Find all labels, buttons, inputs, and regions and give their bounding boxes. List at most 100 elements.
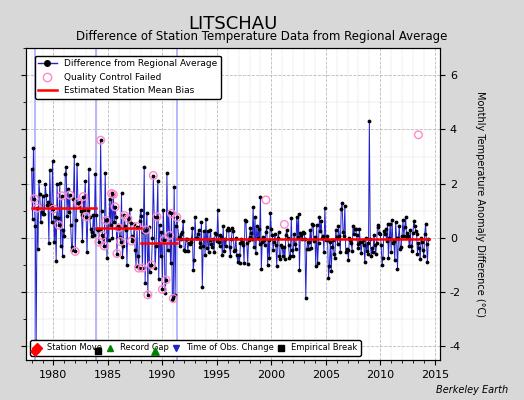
Point bbox=[271, 231, 279, 237]
Point bbox=[238, 238, 246, 245]
Point bbox=[370, 232, 378, 238]
Point bbox=[145, 224, 153, 230]
Point bbox=[373, 222, 381, 228]
Point bbox=[305, 238, 314, 245]
Point bbox=[99, 232, 107, 238]
Point bbox=[251, 214, 259, 220]
Point bbox=[418, 239, 426, 246]
Point bbox=[410, 222, 419, 229]
Point bbox=[212, 231, 220, 237]
Point bbox=[68, 244, 76, 251]
Point bbox=[286, 253, 294, 259]
Point bbox=[37, 209, 46, 215]
Point bbox=[147, 262, 156, 268]
Point bbox=[58, 252, 67, 259]
Point bbox=[218, 252, 226, 259]
Point bbox=[203, 228, 212, 234]
Point bbox=[300, 229, 308, 236]
Point bbox=[353, 232, 361, 238]
Point bbox=[400, 233, 408, 239]
Point bbox=[255, 226, 263, 232]
Point bbox=[231, 247, 239, 253]
Point bbox=[224, 226, 233, 233]
Point bbox=[292, 246, 300, 253]
Point bbox=[143, 210, 151, 216]
Y-axis label: Monthly Temperature Anomaly Difference (°C): Monthly Temperature Anomaly Difference (… bbox=[475, 91, 485, 317]
Point bbox=[109, 191, 117, 198]
Point bbox=[349, 223, 357, 230]
Point bbox=[193, 231, 202, 237]
Point bbox=[352, 226, 360, 232]
Point bbox=[241, 217, 249, 224]
Point bbox=[350, 230, 358, 237]
Point bbox=[210, 249, 219, 255]
Point bbox=[260, 237, 268, 243]
Point bbox=[150, 347, 159, 354]
Point bbox=[302, 294, 310, 301]
Point bbox=[158, 286, 167, 293]
Point bbox=[77, 208, 85, 214]
Point bbox=[115, 225, 123, 231]
Point bbox=[47, 201, 55, 208]
Point bbox=[185, 241, 194, 247]
Point bbox=[96, 137, 105, 144]
Point bbox=[291, 240, 299, 247]
Point bbox=[114, 222, 122, 228]
Point bbox=[190, 256, 199, 263]
Point bbox=[81, 177, 90, 184]
Point bbox=[244, 260, 252, 267]
Point bbox=[315, 214, 324, 221]
Point bbox=[199, 243, 208, 249]
Point bbox=[92, 211, 100, 218]
Point bbox=[156, 252, 165, 259]
Point bbox=[94, 347, 102, 354]
Point bbox=[372, 251, 380, 258]
Point bbox=[367, 253, 375, 260]
Point bbox=[405, 243, 413, 250]
Point bbox=[326, 239, 334, 246]
Point bbox=[30, 196, 39, 202]
Point bbox=[124, 215, 132, 222]
Point bbox=[312, 222, 321, 228]
Point bbox=[338, 200, 346, 206]
Point bbox=[257, 266, 266, 272]
Point bbox=[163, 247, 172, 253]
Point bbox=[285, 242, 293, 248]
Point bbox=[96, 137, 105, 144]
Point bbox=[136, 218, 144, 224]
Legend: Station Move, Record Gap, Time of Obs. Change, Empirical Break: Station Move, Record Gap, Time of Obs. C… bbox=[30, 340, 361, 356]
Point bbox=[44, 198, 52, 205]
Point bbox=[124, 215, 132, 222]
Point bbox=[401, 214, 410, 220]
Point bbox=[348, 248, 356, 254]
Point bbox=[183, 236, 191, 242]
Point bbox=[380, 227, 388, 234]
Point bbox=[377, 242, 385, 248]
Point bbox=[223, 227, 231, 233]
Point bbox=[281, 256, 289, 262]
Point bbox=[380, 231, 389, 237]
Point bbox=[152, 214, 161, 220]
Point bbox=[149, 172, 158, 179]
Point bbox=[102, 217, 110, 224]
Point bbox=[318, 235, 326, 242]
Point bbox=[232, 234, 240, 241]
Point bbox=[31, 347, 39, 354]
Point bbox=[261, 241, 269, 248]
Point bbox=[265, 255, 274, 261]
Point bbox=[276, 256, 285, 262]
Point bbox=[115, 234, 124, 240]
Point bbox=[59, 226, 68, 233]
Point bbox=[378, 261, 386, 268]
Point bbox=[383, 238, 391, 245]
Point bbox=[355, 226, 364, 232]
Point bbox=[150, 214, 158, 220]
Point bbox=[154, 178, 162, 184]
Point bbox=[169, 295, 178, 302]
Title: LITSCHAU: LITSCHAU bbox=[189, 14, 278, 32]
Point bbox=[275, 229, 283, 236]
Point bbox=[79, 193, 88, 200]
Point bbox=[146, 269, 154, 275]
Point bbox=[86, 225, 95, 232]
Point bbox=[303, 239, 312, 246]
